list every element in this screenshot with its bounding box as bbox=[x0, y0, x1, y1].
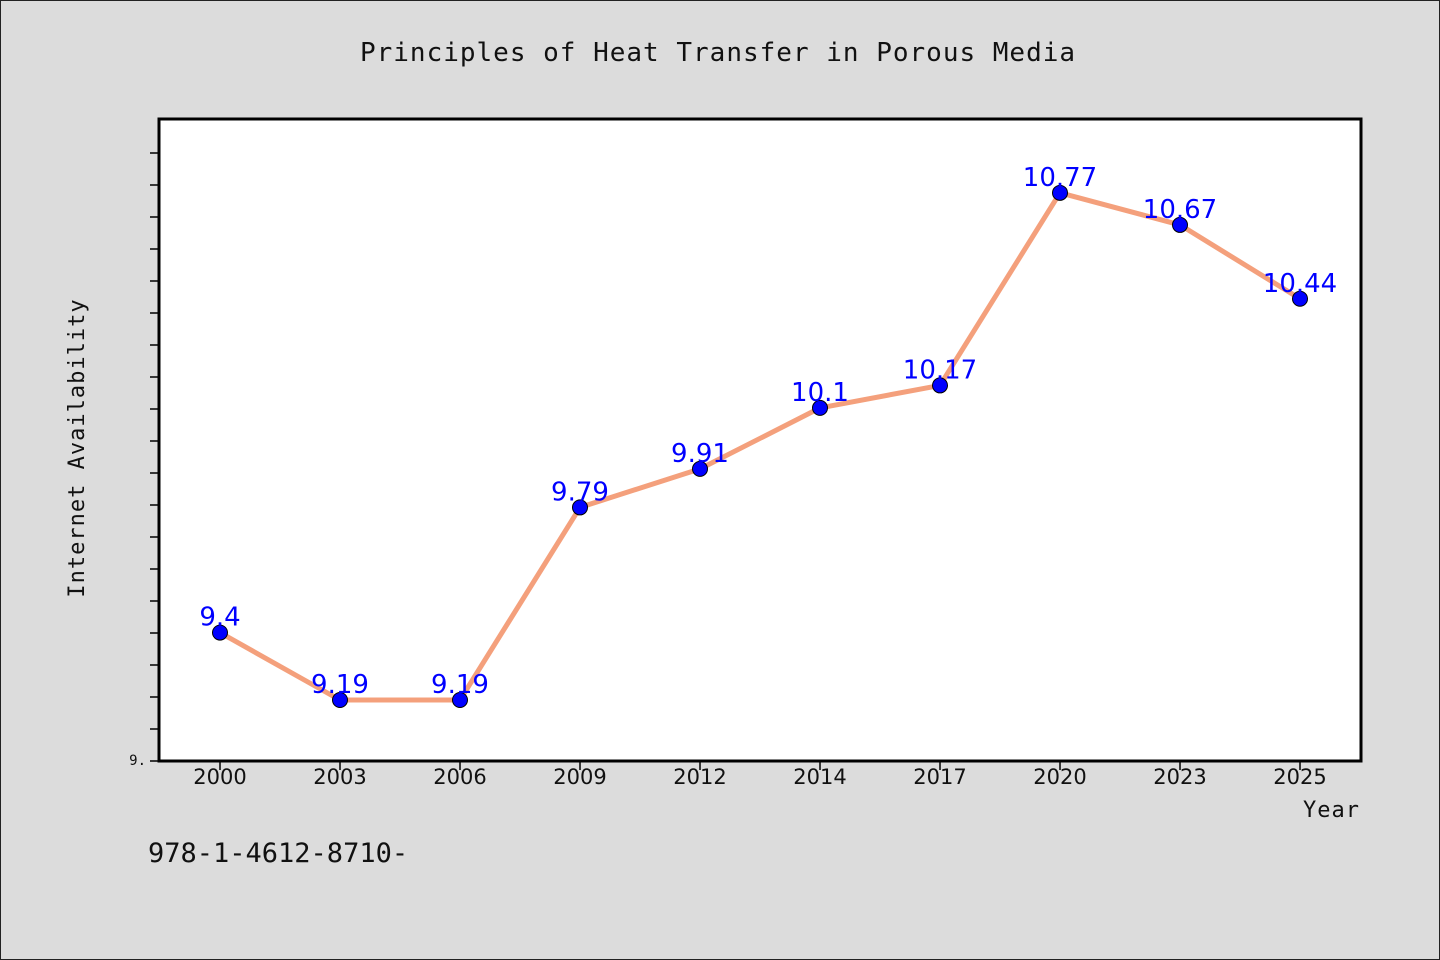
data-label: 9.79 bbox=[551, 477, 609, 507]
data-point-marker bbox=[1292, 290, 1308, 307]
y-tick-label: 9. bbox=[129, 753, 146, 769]
data-label: 10.1 bbox=[791, 378, 849, 408]
series-markers bbox=[212, 184, 1308, 709]
data-point-marker bbox=[932, 377, 948, 394]
series-line bbox=[217, 190, 1303, 703]
data-label: 10.77 bbox=[1023, 163, 1097, 193]
x-tick-label: 2017 bbox=[913, 765, 966, 789]
x-tick-label: 2006 bbox=[433, 765, 486, 789]
x-tick-label: 2012 bbox=[673, 765, 726, 789]
data-label: 10.17 bbox=[903, 355, 977, 385]
data-label: 10.44 bbox=[1263, 269, 1337, 299]
x-axis-tick-labels: 2000 2003 2006 2009 2012 2014 2017 2020 2023 2025 bbox=[193, 765, 1326, 789]
x-tick-label: 2000 bbox=[193, 765, 246, 789]
x-tick-label: 2025 bbox=[1273, 765, 1326, 789]
data-point-marker bbox=[812, 399, 828, 416]
x-tick-label: 2020 bbox=[1033, 765, 1086, 789]
data-point-marker bbox=[572, 499, 588, 516]
x-axis-ticks bbox=[219, 761, 1301, 770]
data-label: 10.67 bbox=[1143, 195, 1217, 225]
data-point-marker bbox=[212, 624, 228, 641]
x-tick-label: 2003 bbox=[313, 765, 366, 789]
data-point-marker bbox=[1052, 184, 1068, 201]
data-point-marker bbox=[452, 692, 468, 709]
data-label: 9.91 bbox=[671, 439, 729, 469]
data-point-marker bbox=[692, 460, 708, 477]
data-point-marker bbox=[1172, 216, 1188, 233]
x-tick-label: 2023 bbox=[1153, 765, 1206, 789]
data-label: 9.4 bbox=[199, 603, 240, 633]
data-point-marker bbox=[332, 692, 348, 709]
x-tick-label: 2009 bbox=[553, 765, 606, 789]
y-axis-label: Internet Availability bbox=[65, 298, 90, 597]
x-tick-label: 2014 bbox=[793, 765, 846, 789]
data-label: 9.19 bbox=[311, 670, 369, 700]
x-axis-label: Year bbox=[1303, 798, 1360, 823]
data-labels: 9.4 9.19 9.19 9.79 9.91 10.1 10.17 10.77 10.67 10… bbox=[199, 163, 1337, 700]
chart-title: Principles of Heat Transfer in Porous Me… bbox=[360, 38, 1076, 68]
footer-text: 978-1-4612-8710- bbox=[148, 838, 408, 869]
data-label: 9.19 bbox=[431, 670, 489, 700]
y-axis-ticks bbox=[150, 152, 159, 762]
